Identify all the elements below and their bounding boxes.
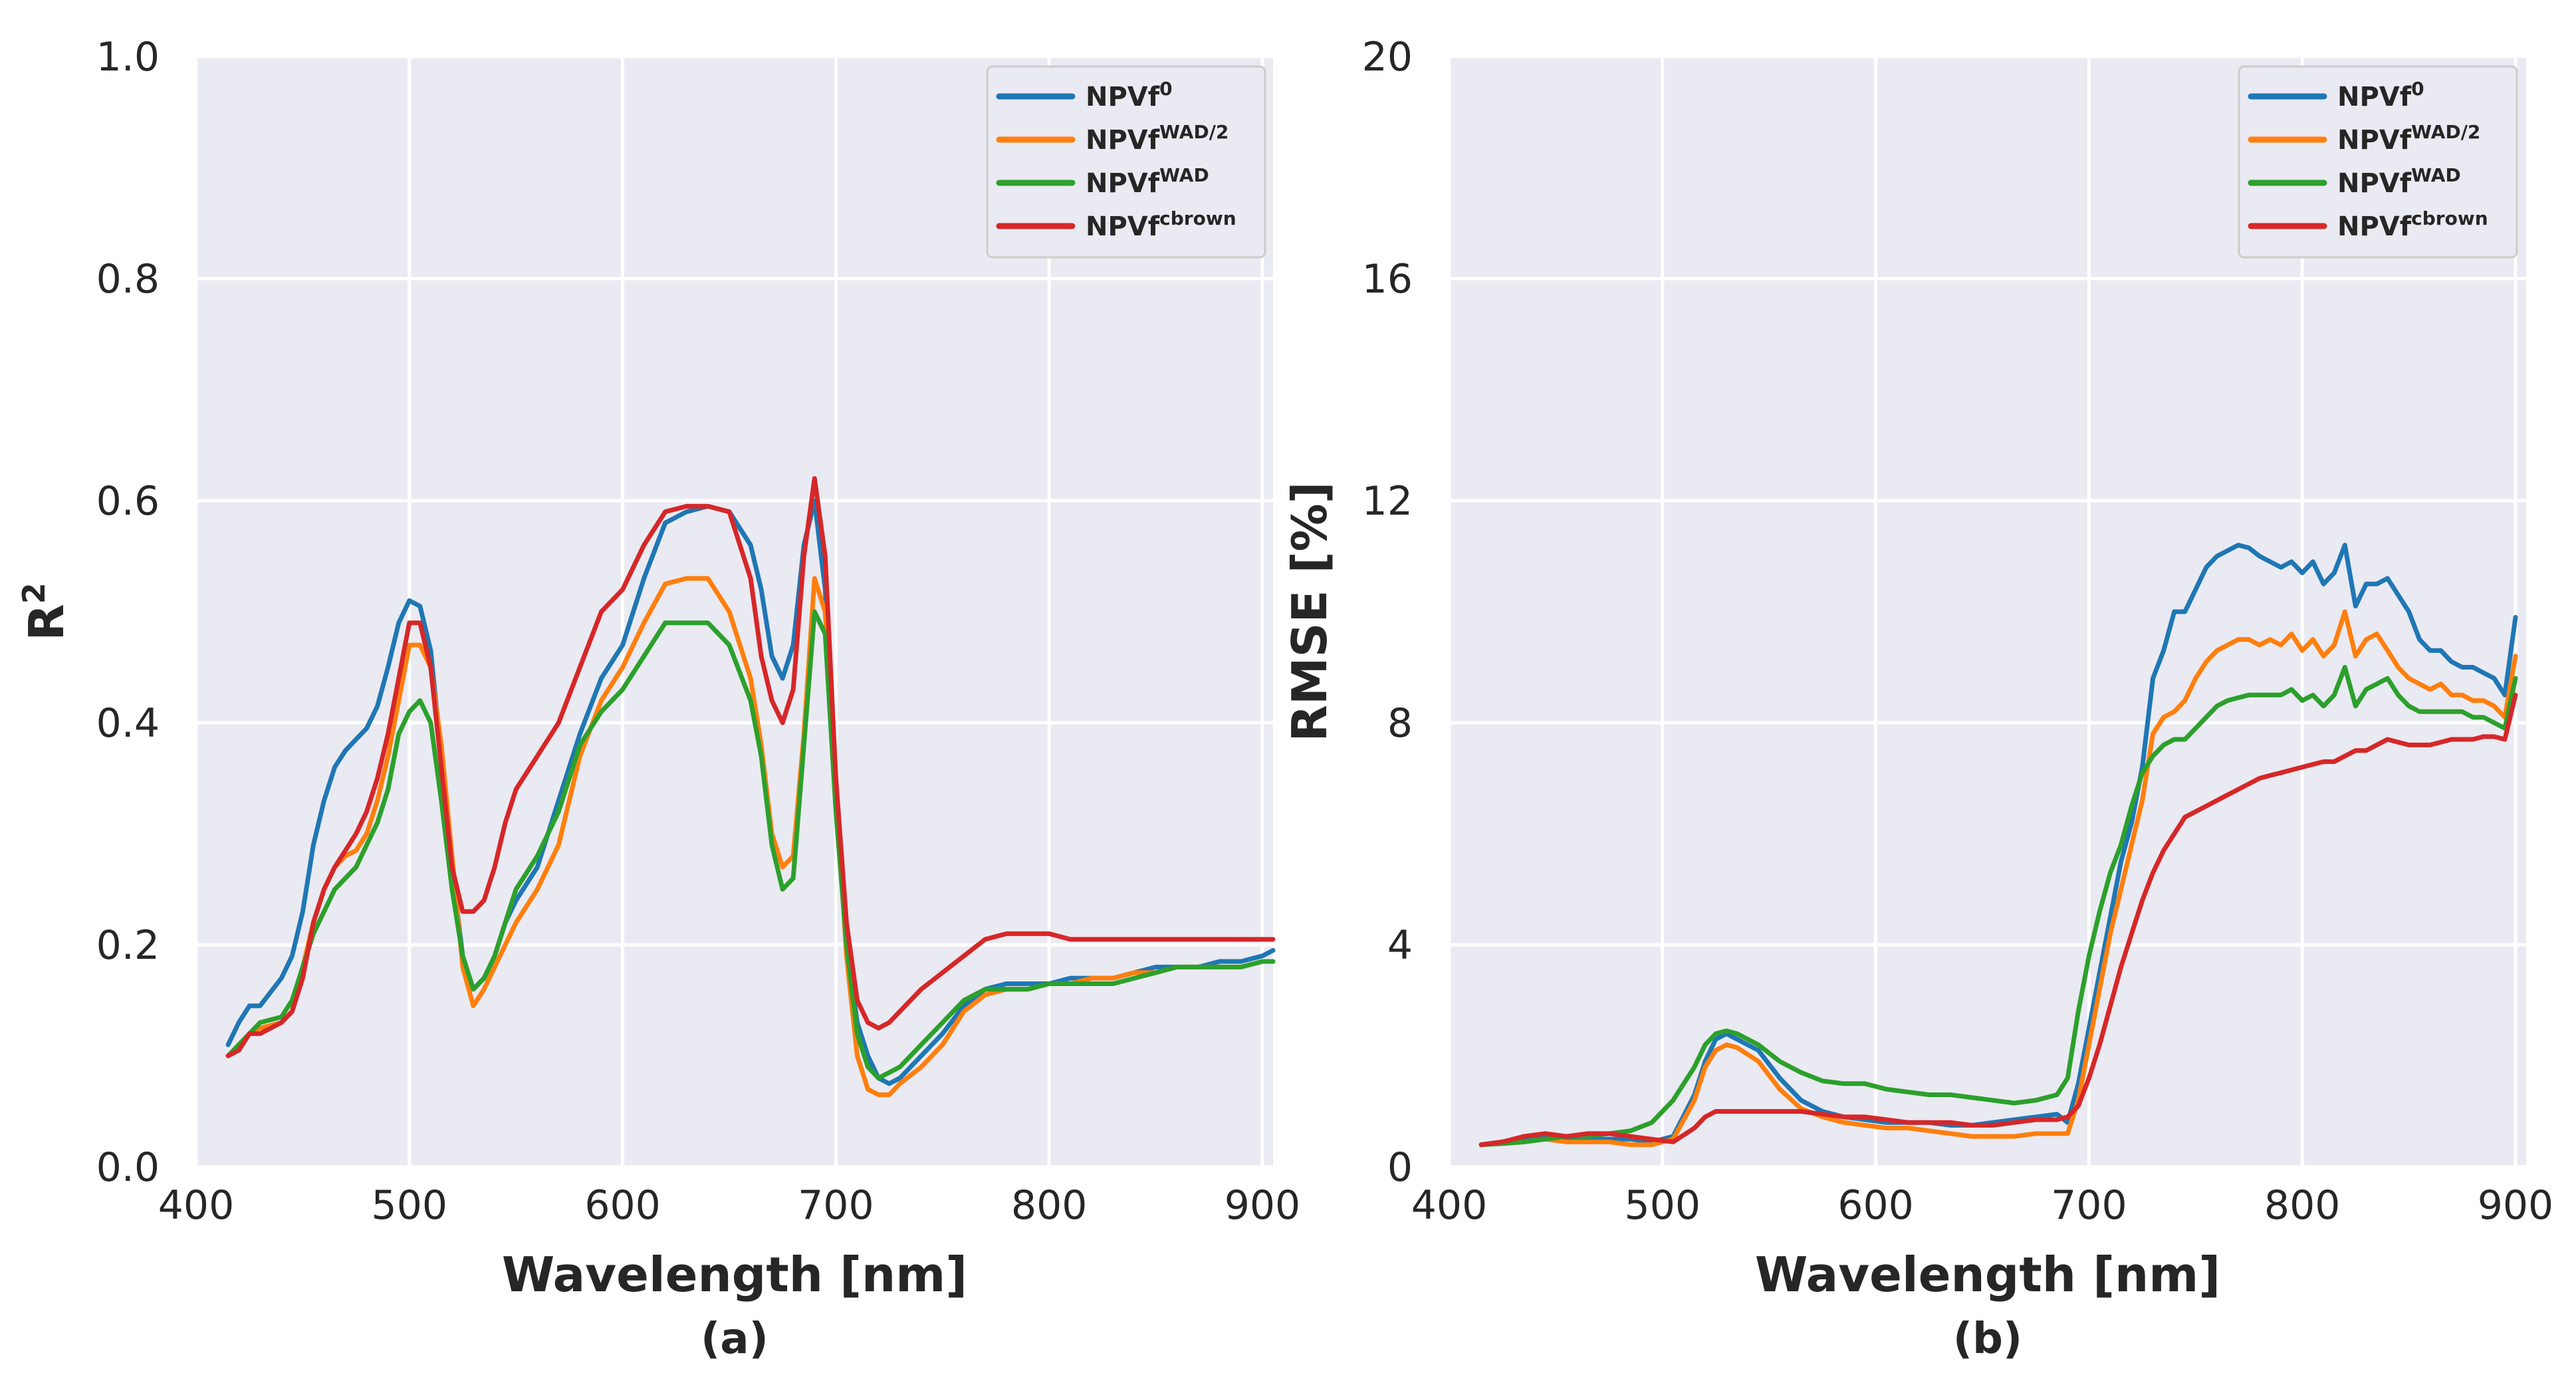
legend-frame-a [986,65,1266,259]
x-tick-label: 700 [798,1182,874,1229]
series-line-cbrown [1478,692,2518,1148]
y-tick-label: 0.6 [96,478,160,525]
panel-label-a: (a) [701,1315,768,1364]
legend-entry-superscript: WAD [2411,164,2461,186]
x-tick-label: 500 [1625,1182,1701,1229]
x-tick-labels-b: 400 500 600 700 800 900 [1411,1182,2553,1229]
panel-label-b: (b) [1953,1315,2022,1364]
y-tick-label: 0.2 [96,922,160,969]
x-axis-label-a: Wavelength [nm] [502,1247,967,1303]
y-axis-label-a-base: R [19,604,74,640]
y-tick-label: 8 [1387,700,1413,747]
legend-entry-superscript: cbrown [2411,207,2488,229]
x-tick-label: 500 [372,1182,448,1229]
legend-entry: NPVfWAD [1086,164,1209,199]
x-tick-label: 700 [2051,1182,2127,1229]
x-tick-label: 400 [1411,1182,1488,1229]
legend-entry-superscript: WAD/2 [2411,121,2480,143]
legend-entry-name: NPVf [1086,211,1160,242]
legend-entry-superscript: WAD/2 [1159,121,1229,143]
x-tick-label: 900 [2478,1182,2554,1229]
x-tick-label: 600 [584,1182,661,1229]
legend-entry: NPVfWAD/2 [1086,121,1229,156]
x-tick-label: 800 [1011,1182,1088,1229]
panel-a-chart: 400 500 600 700 800 900 0.0 0.2 0.4 0.6 0.8 1.0 Wa… [16,34,1300,1364]
series-line-0 [1478,543,2518,1148]
x-axis-label-b: Wavelength [nm] [1755,1247,2220,1303]
y-tick-labels-b: 0 4 8 12 16 20 [1362,34,1413,1191]
legend-frame-b [2238,65,2518,259]
y-tick-label: 0.8 [96,256,160,303]
series-line-0 [225,498,1276,1086]
y-tick-label: 0 [1387,1144,1413,1191]
y-tick-label: 16 [1362,256,1413,303]
y-axis-label-a: R2 [16,582,74,640]
legend-entry: NPVfWAD [2337,164,2461,199]
y-axis-label-b: RMSE [%] [1282,481,1338,741]
legend-entry: NPVfcbrown [1086,207,1236,242]
legend-entry-name: NPVf [2337,168,2412,199]
legend-entry-name: NPVf [2337,125,2412,156]
series-line-wad [1478,665,2518,1148]
series-line-cbrown [225,476,1276,1059]
x-tick-label: 900 [1225,1182,1301,1229]
legend-entry-superscript: cbrown [1159,207,1236,229]
y-tick-label: 1.0 [96,34,160,80]
y-tick-label: 20 [1362,34,1413,80]
legend-entry: NPVfcbrown [2337,207,2488,242]
y-axis-label-a-sup: 2 [16,582,52,604]
x-tick-labels-a: 400 500 600 700 800 900 [158,1182,1300,1229]
y-tick-label: 12 [1362,478,1413,525]
legend-entry-name: NPVf [1086,125,1160,156]
panel-b-chart: 400 500 600 700 800 900 0 4 8 12 16 20 Wavelength … [1282,34,2553,1364]
legend-entry-name: NPVf [2337,211,2412,242]
series-lines-b [1478,543,2518,1148]
legend-entry: NPVf0 [2337,78,2424,112]
x-tick-label: 400 [158,1182,235,1229]
legend-entry-superscript: 0 [1159,78,1172,100]
legend-entry: NPVfWAD/2 [2337,121,2480,156]
series-lines-a [225,476,1276,1097]
legend-entry-name: NPVf [1086,82,1160,112]
y-tick-label: 0.4 [96,700,160,747]
legend-entry-superscript: 0 [2411,78,2424,100]
legend-entry-name: NPVf [1086,168,1160,199]
legend-entry-name: NPVf [2337,82,2412,112]
y-tick-label: 0.0 [96,1144,160,1191]
series-line-wad-2 [1478,609,2518,1148]
x-tick-label: 600 [1837,1182,1914,1229]
series-line-wad [225,609,1276,1080]
legend-entry-superscript: WAD [1159,164,1209,186]
legend-entry: NPVf0 [1086,78,1173,112]
y-tick-label: 4 [1387,922,1413,969]
x-tick-label: 800 [2264,1182,2341,1229]
y-tick-labels-a: 0.0 0.2 0.4 0.6 0.8 1.0 [96,34,160,1191]
gridlines-a [194,55,1273,1169]
